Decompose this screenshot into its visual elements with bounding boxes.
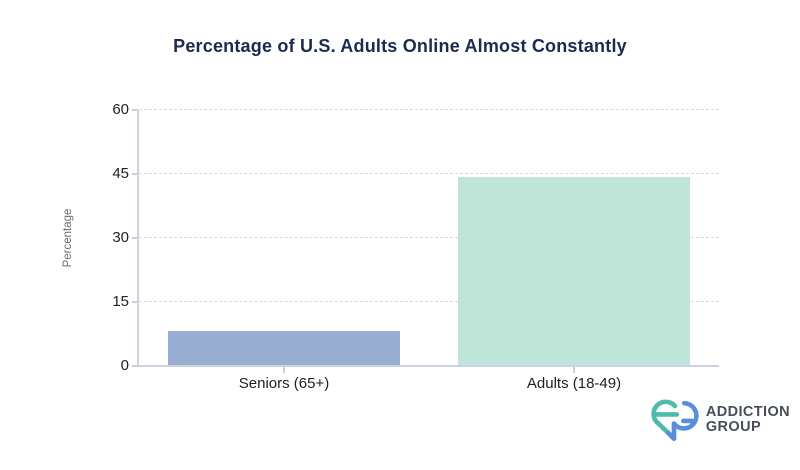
gridline-60	[139, 109, 719, 110]
heart-monogram-icon	[651, 399, 699, 441]
y-axis-line	[137, 110, 139, 366]
logo-wordmark: ADDICTION GROUP	[706, 405, 790, 435]
y-tick-15	[132, 301, 138, 303]
chart-title: Percentage of U.S. Adults Online Almost …	[173, 36, 627, 56]
y-tick-label-60: 60	[112, 101, 129, 118]
y-tick-30	[132, 237, 138, 239]
x-tick-1	[283, 367, 285, 373]
bar-1[interactable]	[168, 331, 400, 365]
gridline-45	[139, 173, 719, 174]
y-tick-0	[132, 365, 138, 367]
y-tick-label-30: 30	[112, 229, 129, 246]
y-tick-60	[132, 109, 138, 111]
x-tick-2	[573, 367, 575, 373]
x-axis-line	[137, 365, 719, 367]
gridline-30	[139, 237, 719, 238]
y-tick-45	[132, 173, 138, 175]
category-label-2: Adults (18-49)	[526, 375, 622, 392]
bar-2[interactable]	[458, 177, 690, 365]
y-tick-label-45: 45	[112, 165, 129, 182]
category-label-1: Seniors (65+)	[238, 375, 330, 392]
logo-line2: GROUP	[705, 419, 762, 435]
y-tick-label-15: 15	[112, 293, 129, 310]
logo-line1: ADDICTION	[705, 404, 790, 420]
addiction-group-logo[interactable]: ADDICTION GROUP	[646, 392, 790, 448]
y-tick-label-0: 0	[120, 357, 129, 374]
gridline-15	[139, 301, 719, 302]
